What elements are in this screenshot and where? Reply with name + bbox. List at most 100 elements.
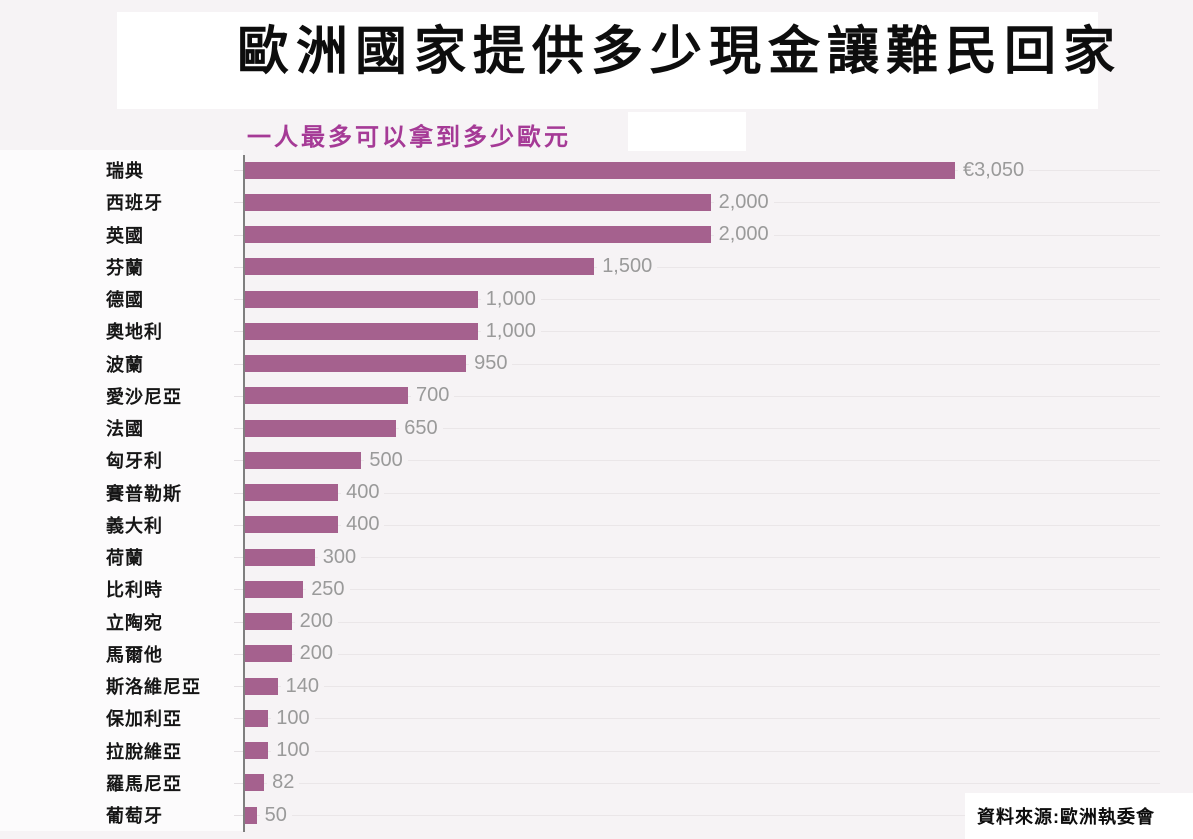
value-label: 950 <box>469 352 513 376</box>
plot-area: 250 <box>234 573 1160 605</box>
category-label: 匈牙利 <box>106 451 163 472</box>
plot-area: 700 <box>234 380 1160 412</box>
plot-area: 100 <box>234 702 1160 734</box>
gridline <box>245 653 1160 655</box>
chart-row: 荷蘭 300 <box>0 541 1160 573</box>
gridline <box>245 750 1160 752</box>
category-label: 法國 <box>106 419 144 440</box>
axis-tick <box>234 750 243 752</box>
bar <box>245 742 269 760</box>
value-label: 400 <box>341 513 385 537</box>
axis-tick <box>234 524 243 526</box>
axis-tick <box>234 395 243 397</box>
category-label: 奧地利 <box>106 322 163 343</box>
category-label: 義大利 <box>106 515 163 536</box>
chart-row: 賽普勒斯 400 <box>0 477 1160 509</box>
value-label: 650 <box>399 416 443 440</box>
value-label: 140 <box>280 674 324 698</box>
bar <box>245 580 304 598</box>
plot-area: 950 <box>234 348 1160 380</box>
axis-tick <box>234 299 243 301</box>
plot-area: 400 <box>234 477 1160 509</box>
value-label: 82 <box>267 771 300 795</box>
plot-area: 400 <box>234 509 1160 541</box>
value-label: €3,050 <box>958 158 1030 182</box>
axis-tick <box>234 621 243 623</box>
category-label: 馬爾他 <box>106 644 163 665</box>
value-label: 1,000 <box>480 287 541 311</box>
category-label: 賽普勒斯 <box>106 483 182 504</box>
axis-tick <box>234 331 243 333</box>
value-label: 1,000 <box>480 319 541 343</box>
source-text: 資料來源:歐洲執委會 <box>977 807 1155 827</box>
gridline <box>245 524 1160 526</box>
gridline <box>245 589 1160 591</box>
bar <box>245 806 257 824</box>
chart-row: 葡萄牙 50 <box>0 799 1160 831</box>
plot-area: 1,500 <box>234 251 1160 283</box>
axis-tick <box>234 170 243 172</box>
bar <box>245 322 478 340</box>
bar <box>245 419 397 437</box>
axis-tick <box>234 363 243 365</box>
category-label: 波蘭 <box>106 354 144 375</box>
plot-area: 200 <box>234 606 1160 638</box>
bar <box>245 709 269 727</box>
y-axis-line <box>243 155 245 832</box>
plot-area: 140 <box>234 670 1160 702</box>
value-label: 50 <box>259 803 292 827</box>
value-label: 200 <box>294 610 338 634</box>
value-label: 200 <box>294 642 338 666</box>
value-label: 2,000 <box>713 190 774 214</box>
plot-area: 2,000 <box>234 219 1160 251</box>
chart-row: 德國 1,000 <box>0 283 1160 315</box>
value-label: 100 <box>271 739 315 763</box>
chart-row: 芬蘭 1,500 <box>0 251 1160 283</box>
bar <box>245 193 711 211</box>
category-label: 葡萄牙 <box>106 806 163 827</box>
chart-row: 西班牙 2,000 <box>0 186 1160 218</box>
axis-tick <box>234 718 243 720</box>
plot-area: €3,050 <box>234 154 1160 186</box>
gridline <box>245 492 1160 494</box>
gridline <box>245 395 1160 397</box>
bar <box>245 226 711 244</box>
chart-row: 奧地利 1,000 <box>0 315 1160 347</box>
category-label: 西班牙 <box>106 193 163 214</box>
category-label: 保加利亞 <box>106 709 182 730</box>
bar-chart: 瑞典 €3,050 西班牙 2,000 英國 2,000 芬蘭 1,500 德國 1,000 奧地利… <box>0 154 1160 832</box>
plot-area: 2,000 <box>234 186 1160 218</box>
chart-row: 拉脫維亞 100 <box>0 735 1160 767</box>
bar <box>245 645 292 663</box>
gridline <box>245 686 1160 688</box>
chart-row: 斯洛維尼亞 140 <box>0 670 1160 702</box>
gridline <box>245 815 1160 817</box>
bar <box>245 290 478 308</box>
axis-tick <box>234 653 243 655</box>
chart-row: 保加利亞 100 <box>0 702 1160 734</box>
bar <box>245 677 278 695</box>
plot-area: 100 <box>234 735 1160 767</box>
category-label: 立陶宛 <box>106 612 163 633</box>
plot-area: 500 <box>234 444 1160 476</box>
value-label: 250 <box>306 577 350 601</box>
gridline <box>245 428 1160 430</box>
category-label: 羅馬尼亞 <box>106 773 182 794</box>
bar <box>245 613 292 631</box>
chart-row: 英國 2,000 <box>0 219 1160 251</box>
bar <box>245 451 362 469</box>
category-label: 瑞典 <box>106 161 144 182</box>
category-label: 荷蘭 <box>106 548 144 569</box>
plot-area: 1,000 <box>234 283 1160 315</box>
category-label: 斯洛維尼亞 <box>106 677 201 698</box>
category-label: 比利時 <box>106 580 163 601</box>
category-label: 德國 <box>106 290 144 311</box>
plot-area: 1,000 <box>234 315 1160 347</box>
gridline <box>245 718 1160 720</box>
plot-area: 200 <box>234 638 1160 670</box>
gridline <box>245 460 1160 462</box>
title-background-box <box>117 12 1098 109</box>
axis-tick <box>234 686 243 688</box>
axis-tick <box>234 815 243 817</box>
